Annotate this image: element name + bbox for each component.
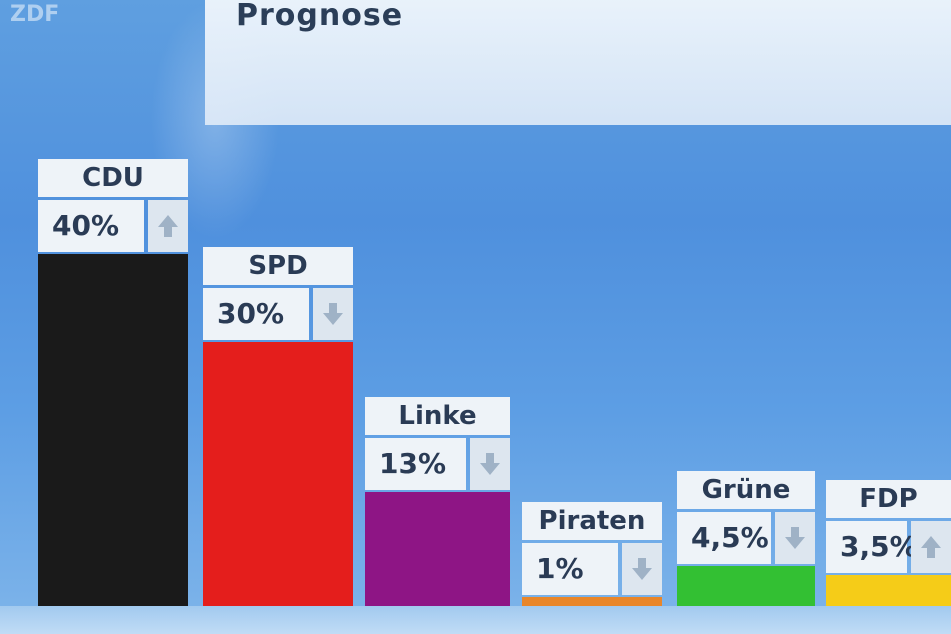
category-label: SPD bbox=[203, 247, 353, 285]
category-label: Linke bbox=[365, 396, 510, 435]
bar-fdp bbox=[826, 575, 951, 606]
bar-linke bbox=[365, 491, 510, 606]
bar-piraten bbox=[522, 597, 662, 606]
trend-down-arrow-icon bbox=[470, 437, 510, 490]
value-label: 40% bbox=[38, 200, 144, 252]
value-label: 30% bbox=[203, 288, 309, 340]
value-label: 3,5% bbox=[826, 521, 918, 574]
value-label: 4,5% bbox=[677, 512, 771, 565]
header-panel bbox=[205, 0, 951, 125]
trend-up-arrow-icon bbox=[911, 521, 951, 574]
bar-grne bbox=[677, 566, 815, 606]
category-label: Piraten bbox=[522, 502, 662, 541]
category-label: Grüne bbox=[677, 471, 815, 510]
channel-logo: ZDF bbox=[10, 2, 60, 27]
trend-up-arrow-icon bbox=[148, 200, 188, 252]
chart-baseline bbox=[0, 606, 951, 634]
trend-down-arrow-icon bbox=[313, 288, 353, 340]
bar-cdu bbox=[38, 254, 188, 606]
value-label: 13% bbox=[365, 437, 466, 490]
value-label: 1% bbox=[522, 543, 618, 596]
bar-spd bbox=[203, 342, 353, 606]
trend-down-arrow-icon bbox=[775, 512, 815, 565]
category-label: FDP bbox=[826, 480, 951, 519]
page-title: Prognose bbox=[236, 0, 404, 33]
trend-down-arrow-icon bbox=[622, 543, 662, 596]
category-label: CDU bbox=[38, 159, 188, 197]
